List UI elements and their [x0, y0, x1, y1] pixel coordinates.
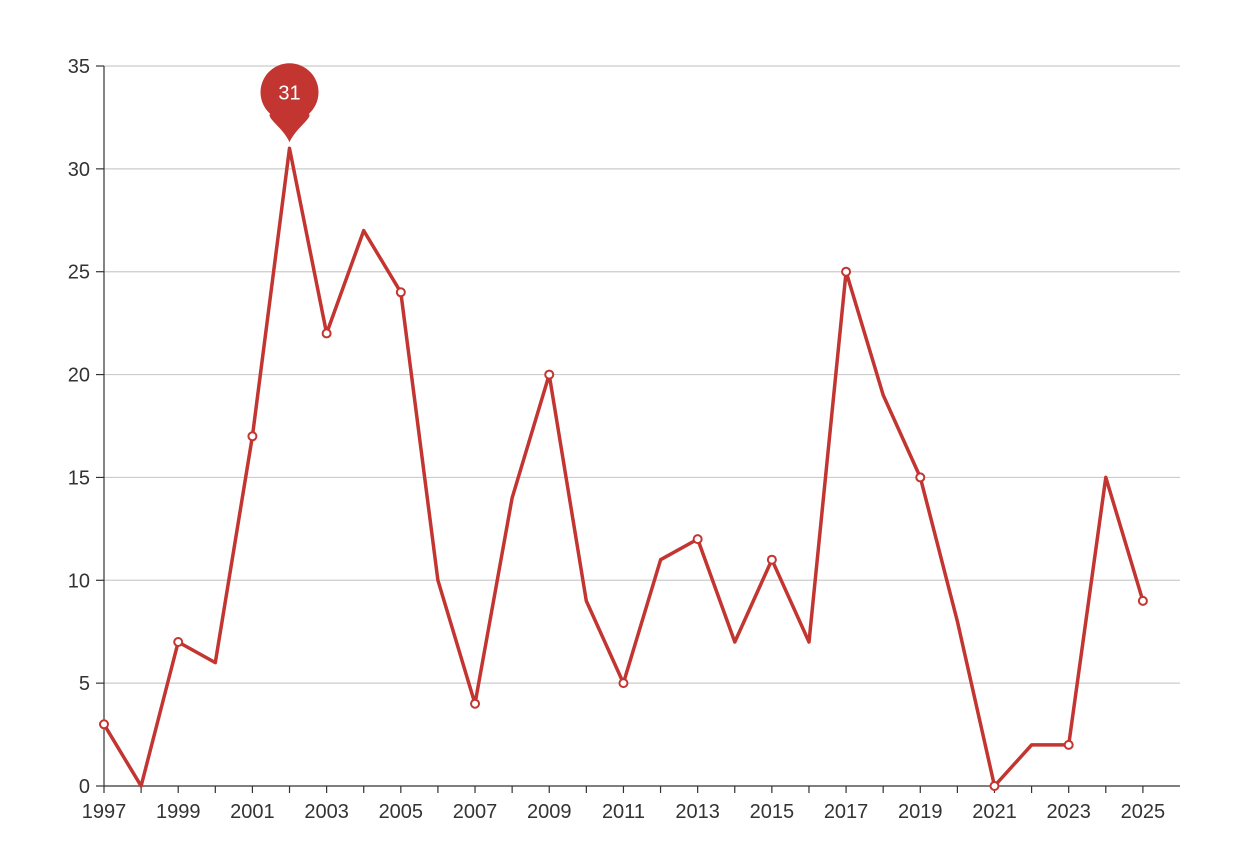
data-point: [989, 781, 1000, 791]
max-pin-shape: [260, 63, 319, 143]
data-point: [1063, 739, 1074, 750]
y-tick-label: 20: [68, 365, 90, 387]
data-point: [1137, 595, 1148, 606]
data-point: [766, 554, 777, 565]
y-tick-label: 10: [68, 570, 90, 592]
data-point: [692, 534, 703, 545]
x-tick-label: 2021: [972, 801, 1017, 823]
data-point: [99, 719, 109, 730]
data-point: [470, 698, 481, 709]
series-layer: [99, 146, 1148, 791]
x-tick-label: 2003: [304, 801, 349, 823]
y-tick-label: 25: [68, 262, 90, 284]
x-tick-label: 1999: [156, 801, 201, 823]
y-tick-label: 30: [68, 159, 90, 181]
x-tick-label: 2009: [527, 801, 572, 823]
grid-lines: [104, 65, 1180, 684]
data-point: [173, 637, 184, 647]
series-line: [102, 146, 1145, 788]
y-tick-label: 35: [68, 56, 90, 78]
data-point: [247, 431, 258, 442]
data-point: [395, 287, 406, 298]
max-value-marker: 31: [260, 63, 319, 143]
x-tick-label: 2017: [824, 801, 869, 823]
data-point: [321, 328, 332, 339]
x-tick-label: 2015: [750, 801, 795, 823]
x-tick-label: 2001: [230, 801, 275, 823]
x-tick-label: 2007: [453, 801, 498, 823]
data-point: [618, 678, 629, 689]
data-point: [841, 266, 852, 277]
x-tick-label: 2005: [379, 801, 424, 823]
data-point: [915, 472, 926, 483]
data-point: [544, 369, 555, 380]
x-tick-label: 2013: [675, 801, 720, 823]
x-tick-label: 2025: [1121, 801, 1166, 823]
x-tick-label: 2023: [1046, 801, 1091, 823]
x-tick-label: 2019: [898, 801, 943, 823]
x-tick-label: 1997: [82, 801, 127, 823]
x-tick-label: 2011: [602, 801, 645, 823]
y-tick-label: 0: [79, 776, 90, 798]
y-tick-label: 5: [79, 673, 90, 695]
y-tick-label: 15: [68, 467, 90, 489]
max-pin-label: 31: [278, 82, 300, 104]
